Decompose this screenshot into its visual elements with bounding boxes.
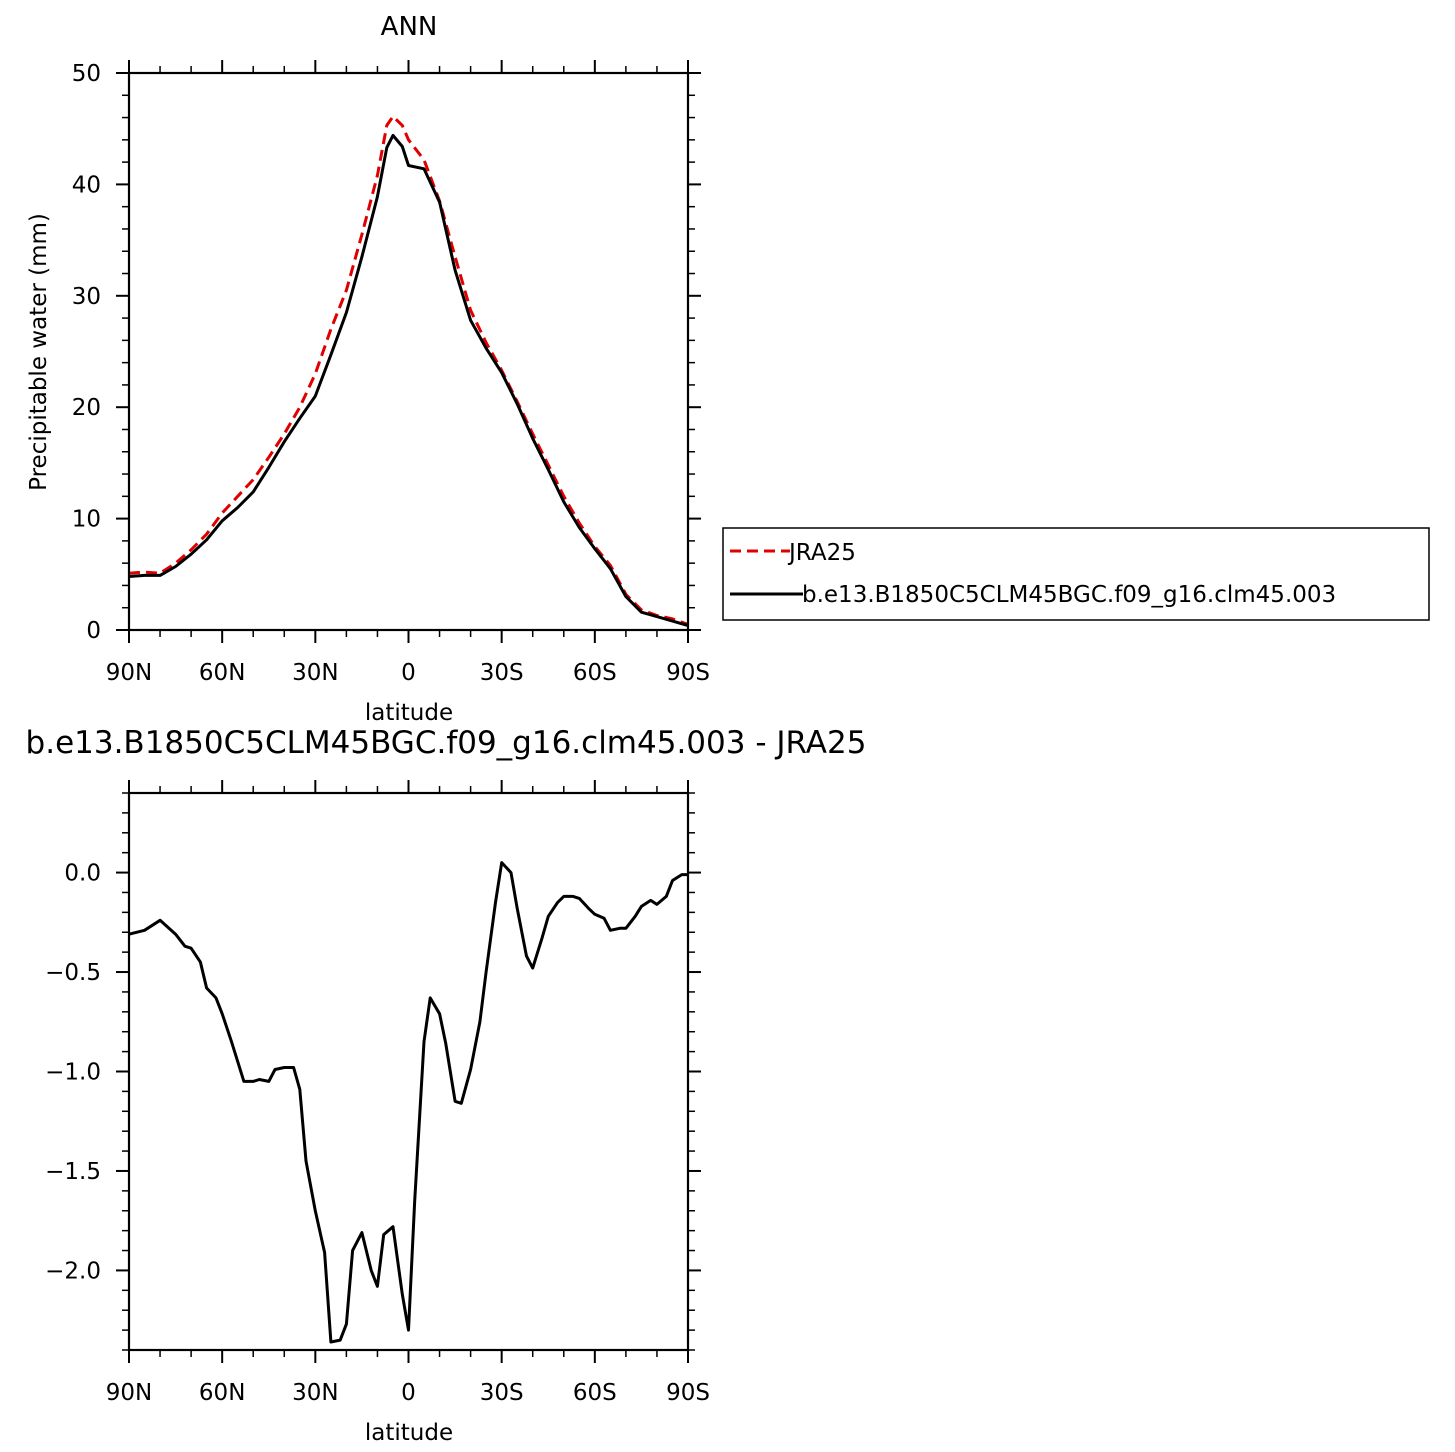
top-y-tick-label: 0	[86, 618, 101, 644]
top-series-lines	[128, 114, 689, 627]
top-x-tick-label: 60N	[199, 660, 245, 686]
top-series-line-1	[128, 133, 689, 627]
bottom-y-axis-label: Precipitable water (mm)	[0, 932, 20, 1210]
top-x-axis-label: latitude	[365, 700, 453, 726]
top-ticks	[116, 60, 701, 643]
bottom-y-tick-label: −1.5	[45, 1159, 101, 1185]
bottom-y-tick-label: −2.0	[45, 1258, 101, 1284]
top-x-tick-label: 90S	[666, 660, 710, 686]
legend-label-model: b.e13.B1850C5CLM45BGC.f09_g16.clm45.003	[802, 582, 1336, 608]
bottom-y-tick-label: −1.0	[45, 1060, 101, 1086]
top-panel: ANN Precipitable water (mm) latitude 0 10…	[26, 12, 1430, 726]
top-x-tick-label: 30S	[480, 660, 524, 686]
legend-box	[722, 527, 1430, 621]
bottom-x-tick-label: 0	[401, 1380, 416, 1406]
bottom-x-tick-label: 30S	[480, 1380, 524, 1406]
top-x-tick-label: 30N	[292, 660, 338, 686]
top-y-tick-label: 10	[72, 507, 101, 533]
bottom-plot-frame	[127, 791, 690, 1352]
bottom-series-line-0	[128, 861, 688, 1344]
top-y-tick-label: 20	[72, 395, 101, 421]
top-y-tick-label: 40	[72, 172, 101, 198]
top-y-tick-label: 30	[72, 284, 101, 310]
top-tick-labels: 0 10 20 30 40 50 90N 60N 30N 0 30S 60S 90S	[72, 61, 710, 686]
legend: JRA25 b.e13.B1850C5CLM45BGC.f09_g16.clm4…	[722, 527, 1430, 621]
top-plot-frame	[127, 71, 690, 632]
bottom-y-tick-label: −0.5	[45, 960, 101, 986]
bottom-panel: b.e13.B1850C5CLM45BGC.f09_g16.clm45.003 …	[0, 725, 867, 1446]
top-y-axis-label: Precipitable water (mm)	[26, 213, 52, 491]
bottom-x-tick-label: 30N	[292, 1380, 338, 1406]
bottom-tick-labels: −2.0 −1.5 −1.0 −0.5 0.0 90N 60N 30N 0 30S 60S 90S	[45, 861, 710, 1406]
bottom-series-lines	[128, 861, 688, 1344]
legend-label-jra25: JRA25	[787, 540, 856, 566]
top-y-tick-label: 50	[72, 61, 101, 87]
bottom-x-tick-label: 60S	[573, 1380, 617, 1406]
top-x-tick-label: 60S	[573, 660, 617, 686]
top-series-line-0	[128, 114, 689, 626]
bottom-y-tick-label: 0.0	[64, 861, 101, 887]
bottom-chart-title: b.e13.B1850C5CLM45BGC.f09_g16.clm45.003 …	[26, 725, 867, 761]
top-x-tick-label: 0	[401, 660, 416, 686]
bottom-x-tick-label: 90S	[666, 1380, 710, 1406]
top-x-tick-label: 90N	[106, 660, 152, 686]
bottom-ticks	[116, 780, 701, 1363]
bottom-x-tick-label: 90N	[106, 1380, 152, 1406]
top-chart-title: ANN	[381, 12, 438, 42]
bottom-x-axis-label: latitude	[365, 1420, 453, 1446]
bottom-x-tick-label: 60N	[199, 1380, 245, 1406]
